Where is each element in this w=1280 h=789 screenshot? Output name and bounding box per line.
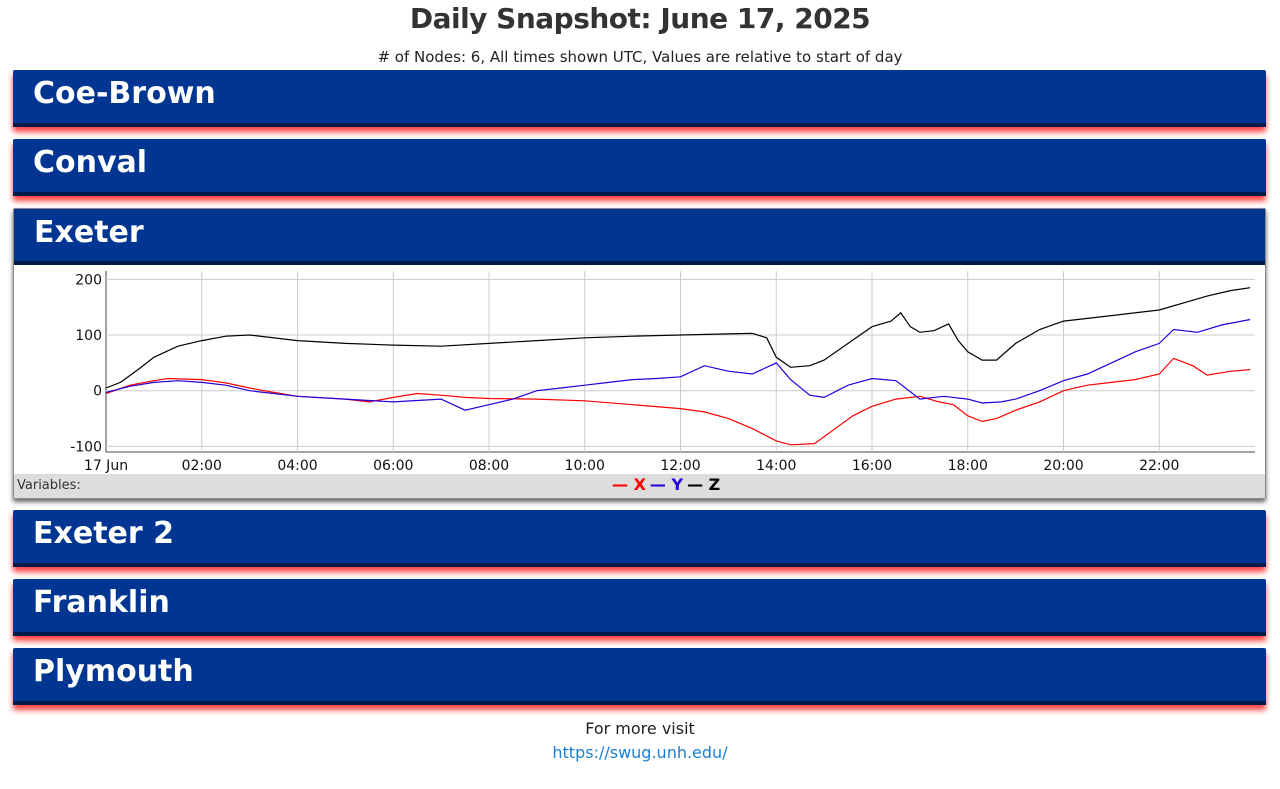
x-tick-label: 18:00 xyxy=(948,458,988,474)
x-tick-label: 17 Jun xyxy=(84,458,128,474)
variables-bar: Variables: — X — Y — Z xyxy=(14,474,1265,498)
variables-label: Variables: xyxy=(17,478,81,493)
footer-link[interactable]: https://swug.unh.edu/ xyxy=(552,743,728,762)
x-tick-label: 14:00 xyxy=(756,458,796,474)
legend-item-y[interactable]: — Y xyxy=(649,475,684,494)
panel-divider xyxy=(13,123,1266,127)
footer-text: For more visit xyxy=(585,719,695,738)
line-chart[interactable]: -100 0 100 200 17 Jun 02:00 04:00 06:00 08:00 10:… xyxy=(14,265,1265,475)
x-tick-label: 20:00 xyxy=(1043,458,1083,474)
node-name: Franklin xyxy=(33,585,170,620)
x-tick-label: 10:00 xyxy=(565,458,605,474)
x-tick-label: 12:00 xyxy=(660,458,700,474)
panel-divider xyxy=(13,192,1266,196)
legend: — X — Y — Z xyxy=(612,475,724,494)
legend-item-x[interactable]: — X xyxy=(612,475,646,494)
x-tick-label: 02:00 xyxy=(182,458,222,474)
panel-divider xyxy=(13,563,1266,567)
panel-divider xyxy=(13,701,1266,705)
page-title: Daily Snapshot: June 17, 2025 xyxy=(409,2,871,35)
x-tick-label: 22:00 xyxy=(1139,458,1179,474)
node-name: Exeter 2 xyxy=(33,516,174,551)
series-line-x xyxy=(105,357,1251,446)
node-name: Conval xyxy=(33,145,148,180)
node-panel-franklin[interactable]: Franklin xyxy=(13,579,1266,636)
node-name: Exeter xyxy=(34,215,144,250)
node-panel-coe-brown[interactable]: Coe-Brown xyxy=(13,70,1266,127)
y-tick-label: 200 xyxy=(75,272,102,288)
chart-area: -100 0 100 200 17 Jun 02:00 04:00 06:00 08:00 10:… xyxy=(14,265,1265,475)
node-header-exeter[interactable]: Exeter xyxy=(14,209,1265,265)
node-panel-conval[interactable]: Conval xyxy=(13,139,1266,196)
legend-item-z[interactable]: — Z xyxy=(687,475,721,494)
series-line-y xyxy=(105,318,1251,411)
y-tick-label: 0 xyxy=(93,384,102,400)
panel-divider xyxy=(14,261,1265,265)
x-tick-label: 08:00 xyxy=(469,458,509,474)
x-tick-label: 04:00 xyxy=(277,458,317,474)
page-subtitle: # of Nodes: 6, All times shown UTC, Valu… xyxy=(377,48,903,66)
x-tick-label: 06:00 xyxy=(373,458,413,474)
panel-divider xyxy=(13,632,1266,636)
node-panel-exeter-2[interactable]: Exeter 2 xyxy=(13,510,1266,567)
node-panel-exeter: Exeter -100 0 100 200 17 Jun 02:00 04:00 06:00 0… xyxy=(13,208,1266,499)
x-tick-label: 16:00 xyxy=(852,458,892,474)
series-line-z xyxy=(105,287,1251,389)
node-panel-plymouth[interactable]: Plymouth xyxy=(13,648,1266,705)
y-tick-label: -100 xyxy=(70,439,102,455)
node-name: Coe-Brown xyxy=(33,76,216,111)
node-name: Plymouth xyxy=(33,654,194,689)
y-tick-label: 100 xyxy=(75,328,102,344)
